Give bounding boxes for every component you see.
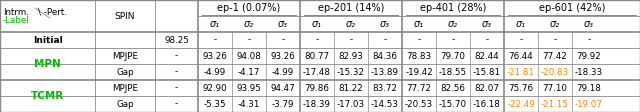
Text: -13.89: -13.89 <box>371 68 399 76</box>
Text: 77.72: 77.72 <box>406 84 431 93</box>
Text: 98.25: 98.25 <box>164 36 189 44</box>
Text: -: - <box>282 36 285 44</box>
Text: 78.83: 78.83 <box>406 52 431 60</box>
Text: 82.07: 82.07 <box>474 84 499 93</box>
Text: 76.44: 76.44 <box>509 52 533 60</box>
Text: -: - <box>175 68 178 76</box>
Text: 79.86: 79.86 <box>305 84 330 93</box>
Text: -4.31: -4.31 <box>238 99 260 109</box>
Text: 79.70: 79.70 <box>440 52 465 60</box>
Text: 77.10: 77.10 <box>543 84 568 93</box>
Text: 83.72: 83.72 <box>372 84 397 93</box>
Text: ep-201 (14%): ep-201 (14%) <box>318 3 384 13</box>
Text: Gap: Gap <box>116 99 134 109</box>
Text: -: - <box>554 36 557 44</box>
Text: SPIN: SPIN <box>115 12 135 20</box>
Text: -: - <box>417 36 420 44</box>
Text: 79.18: 79.18 <box>577 84 602 93</box>
Text: -21.15: -21.15 <box>541 99 569 109</box>
Text: 84.36: 84.36 <box>372 52 397 60</box>
Text: -3.79: -3.79 <box>272 99 294 109</box>
Text: -: - <box>316 36 319 44</box>
Text: 93.26: 93.26 <box>271 52 296 60</box>
Text: 77.42: 77.42 <box>543 52 568 60</box>
Text: 75.76: 75.76 <box>509 84 534 93</box>
Text: -17.48: -17.48 <box>303 68 331 76</box>
Text: -20.83: -20.83 <box>541 68 569 76</box>
Text: ep-1 (0.07%): ep-1 (0.07%) <box>218 3 280 13</box>
Text: -19.42: -19.42 <box>405 68 433 76</box>
Text: 80.77: 80.77 <box>305 52 330 60</box>
Text: σ₃: σ₃ <box>584 19 594 29</box>
Text: MPJPE: MPJPE <box>112 52 138 60</box>
Text: σ₁: σ₁ <box>516 19 526 29</box>
Text: -: - <box>175 84 178 93</box>
Text: -18.55: -18.55 <box>439 68 467 76</box>
Text: 92.90: 92.90 <box>203 84 227 93</box>
Text: -: - <box>520 36 523 44</box>
Text: σ₂: σ₂ <box>550 19 560 29</box>
Text: -14.53: -14.53 <box>371 99 399 109</box>
Text: -15.32: -15.32 <box>337 68 365 76</box>
Text: -4.99: -4.99 <box>204 68 226 76</box>
Text: MPN: MPN <box>34 59 61 69</box>
Text: ep-601 (42%): ep-601 (42%) <box>539 3 605 13</box>
Text: σ₂: σ₂ <box>244 19 254 29</box>
Text: -: - <box>213 36 216 44</box>
Text: -: - <box>175 52 178 60</box>
Text: -: - <box>248 36 251 44</box>
Text: Gap: Gap <box>116 68 134 76</box>
Text: 94.08: 94.08 <box>237 52 261 60</box>
Text: -: - <box>175 99 178 109</box>
Text: σ₁: σ₁ <box>210 19 220 29</box>
Text: 82.44: 82.44 <box>475 52 499 60</box>
Text: σ₃: σ₃ <box>278 19 288 29</box>
Text: 82.56: 82.56 <box>440 84 465 93</box>
Text: -22.49: -22.49 <box>507 99 535 109</box>
Text: -16.18: -16.18 <box>473 99 501 109</box>
Text: σ₃: σ₃ <box>380 19 390 29</box>
Text: σ₁: σ₁ <box>414 19 424 29</box>
Text: -: - <box>485 36 488 44</box>
Text: 81.22: 81.22 <box>339 84 364 93</box>
Text: ep-401 (28%): ep-401 (28%) <box>420 3 486 13</box>
Text: 93.95: 93.95 <box>237 84 261 93</box>
Text: -: - <box>588 36 591 44</box>
Text: -18.33: -18.33 <box>575 68 603 76</box>
Text: -: - <box>451 36 454 44</box>
Text: σ₂: σ₂ <box>346 19 356 29</box>
Text: 94.47: 94.47 <box>271 84 296 93</box>
Text: \ -Pert.: \ -Pert. <box>38 8 67 16</box>
Text: -5.35: -5.35 <box>204 99 227 109</box>
Text: 79.92: 79.92 <box>577 52 602 60</box>
Text: -: - <box>383 36 387 44</box>
Text: -20.53: -20.53 <box>405 99 433 109</box>
Text: TCMR: TCMR <box>31 91 64 101</box>
Text: -4.17: -4.17 <box>238 68 260 76</box>
Text: -21.81: -21.81 <box>507 68 535 76</box>
Text: σ₃: σ₃ <box>482 19 492 29</box>
Text: σ₂: σ₂ <box>448 19 458 29</box>
Text: -4.99: -4.99 <box>272 68 294 76</box>
Text: -17.03: -17.03 <box>337 99 365 109</box>
Text: Initial: Initial <box>33 36 62 44</box>
Text: -15.81: -15.81 <box>473 68 501 76</box>
Text: -18.39: -18.39 <box>303 99 331 109</box>
Text: -19.07: -19.07 <box>575 99 603 109</box>
Text: -15.70: -15.70 <box>439 99 467 109</box>
Text: 93.26: 93.26 <box>203 52 227 60</box>
Text: 82.93: 82.93 <box>339 52 364 60</box>
Text: σ₁: σ₁ <box>312 19 322 29</box>
Text: Intrm.: Intrm. <box>3 8 29 16</box>
Text: -: - <box>349 36 353 44</box>
Text: -Label: -Label <box>3 15 29 25</box>
Text: MPJPE: MPJPE <box>112 84 138 93</box>
